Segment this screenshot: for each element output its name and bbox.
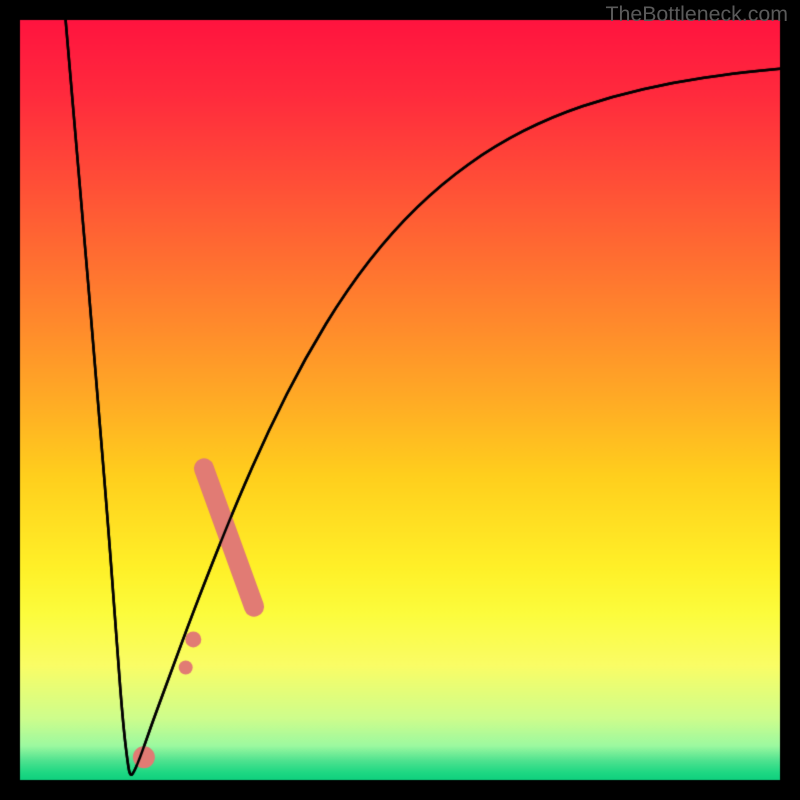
gradient-canvas xyxy=(0,0,800,800)
watermark-text: TheBottleneck.com xyxy=(605,2,788,27)
chart-frame: TheBottleneck.com xyxy=(0,0,800,800)
